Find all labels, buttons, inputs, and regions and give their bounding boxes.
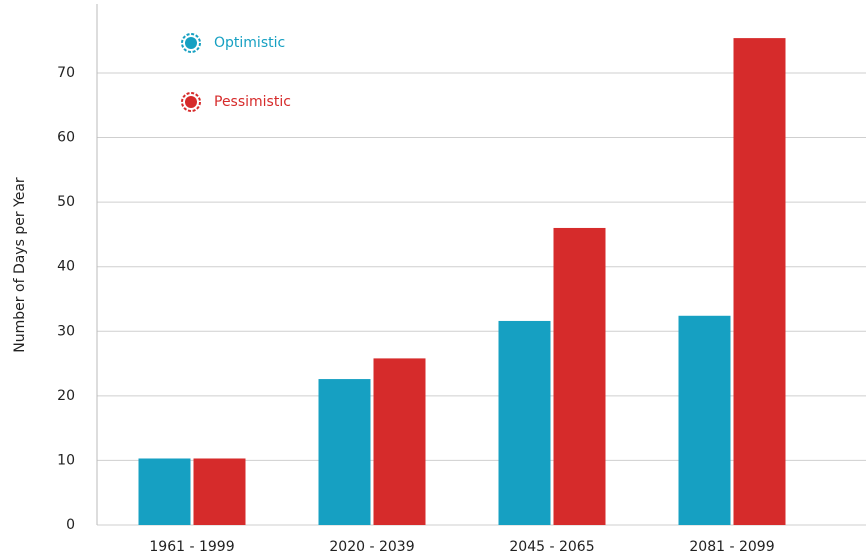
- legend-icon: [181, 33, 201, 53]
- legend-icon: [185, 37, 197, 49]
- y-tick-label: 30: [57, 323, 75, 339]
- bar: [138, 458, 191, 525]
- bar: [373, 358, 426, 525]
- x-tick-label: 2081 - 2099: [689, 539, 774, 555]
- y-tick-label: 40: [57, 259, 75, 275]
- y-tick-label: 70: [57, 65, 75, 81]
- y-axis-label: Number of Days per Year: [12, 177, 28, 353]
- x-tick-label: 2020 - 2039: [329, 539, 414, 555]
- legend-icon: [181, 92, 201, 112]
- legend-icon: [185, 96, 197, 108]
- bar: [498, 320, 551, 525]
- legend-label: Optimistic: [214, 35, 285, 51]
- bar: [318, 379, 371, 525]
- y-tick-label: 50: [57, 194, 75, 210]
- y-tick-label: 60: [57, 130, 75, 146]
- x-tick-label: 1961 - 1999: [149, 539, 234, 555]
- x-tick-label: 2045 - 2065: [509, 539, 594, 555]
- y-tick-label: 10: [57, 452, 75, 468]
- bar: [553, 227, 606, 525]
- y-tick-label: 20: [57, 388, 75, 404]
- y-tick-label: 0: [66, 517, 75, 533]
- bar: [193, 458, 246, 525]
- bar: [678, 315, 731, 525]
- legend-label: Pessimistic: [214, 94, 291, 110]
- bar: [733, 38, 786, 526]
